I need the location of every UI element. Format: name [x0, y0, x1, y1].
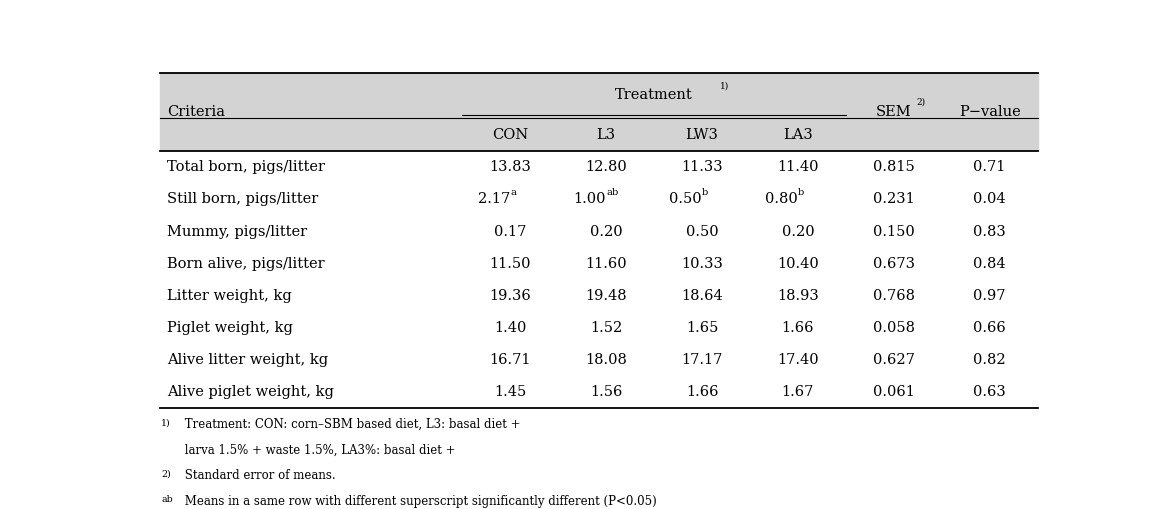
Text: 0.82: 0.82	[973, 353, 1006, 367]
Text: 0.768: 0.768	[872, 289, 915, 303]
Text: Piglet weight, kg: Piglet weight, kg	[167, 321, 293, 335]
Text: SEM: SEM	[876, 105, 911, 119]
Text: 10.40: 10.40	[777, 257, 819, 271]
Text: 2.17: 2.17	[478, 192, 510, 207]
Text: Mummy, pigs/litter: Mummy, pigs/litter	[167, 224, 307, 239]
Text: 16.71: 16.71	[489, 353, 531, 367]
Text: 12.80: 12.80	[585, 160, 627, 174]
Text: larva 1.5% + waste 1.5%, LA3%: basal diet +: larva 1.5% + waste 1.5%, LA3%: basal die…	[181, 444, 459, 457]
Text: 18.64: 18.64	[681, 289, 723, 303]
Text: 11.40: 11.40	[777, 160, 819, 174]
Text: 1.65: 1.65	[686, 321, 718, 335]
Text: 11.50: 11.50	[489, 257, 531, 271]
Text: b: b	[702, 188, 708, 197]
Text: 0.50: 0.50	[686, 224, 718, 239]
Text: Standard error of means.: Standard error of means.	[181, 469, 336, 482]
Text: Means in a same row with different superscript significantly different (P<0.05): Means in a same row with different super…	[181, 495, 658, 507]
Bar	[160, 376, 1037, 408]
Bar	[160, 344, 1037, 376]
Text: 1.56: 1.56	[590, 385, 623, 399]
Text: 1.66: 1.66	[781, 321, 814, 335]
Text: 0.150: 0.150	[872, 224, 915, 239]
Bar	[160, 280, 1037, 312]
Bar	[160, 312, 1037, 344]
Text: Alive litter weight, kg: Alive litter weight, kg	[167, 353, 328, 367]
Text: 0.627: 0.627	[872, 353, 915, 367]
Bar	[160, 73, 1037, 118]
Text: Born alive, pigs/litter: Born alive, pigs/litter	[167, 257, 325, 271]
Text: Treatment: Treatment	[616, 89, 693, 102]
Text: Treatment: CON: corn–SBM based diet, L3: basal diet +: Treatment: CON: corn–SBM based diet, L3:…	[181, 418, 524, 431]
Text: 1): 1)	[721, 81, 730, 90]
Text: Still born, pigs/litter: Still born, pigs/litter	[167, 192, 318, 207]
Text: 10.33: 10.33	[681, 257, 723, 271]
Text: 1.40: 1.40	[494, 321, 527, 335]
Text: 0.50: 0.50	[669, 192, 702, 207]
Text: LA3: LA3	[783, 128, 813, 142]
Text: 0.061: 0.061	[872, 385, 915, 399]
Text: b: b	[798, 188, 805, 197]
Text: P−value: P−value	[959, 105, 1021, 119]
Text: 0.20: 0.20	[781, 224, 814, 239]
Text: Total born, pigs/litter: Total born, pigs/litter	[167, 160, 325, 174]
Text: 2): 2)	[161, 469, 172, 478]
Text: 1): 1)	[161, 418, 172, 427]
Text: Litter weight, kg: Litter weight, kg	[167, 289, 292, 303]
Text: CON: CON	[492, 128, 528, 142]
Text: 2): 2)	[917, 98, 925, 107]
Text: 18.08: 18.08	[585, 353, 627, 367]
Text: Alive piglet weight, kg: Alive piglet weight, kg	[167, 385, 334, 399]
Text: 17.40: 17.40	[777, 353, 819, 367]
Text: 0.80: 0.80	[765, 192, 798, 207]
Text: 0.83: 0.83	[973, 224, 1006, 239]
Text: 0.231: 0.231	[872, 192, 915, 207]
Text: 0.63: 0.63	[973, 385, 1006, 399]
Text: 0.058: 0.058	[872, 321, 915, 335]
Text: 1.52: 1.52	[590, 321, 623, 335]
Text: 1.67: 1.67	[781, 385, 814, 399]
Text: 0.97: 0.97	[973, 289, 1006, 303]
Text: 1.00: 1.00	[573, 192, 606, 207]
Text: 1.45: 1.45	[494, 385, 527, 399]
Text: 13.83: 13.83	[489, 160, 531, 174]
Text: 0.673: 0.673	[872, 257, 915, 271]
Text: 1.66: 1.66	[686, 385, 718, 399]
Text: 0.815: 0.815	[872, 160, 915, 174]
Bar	[160, 215, 1037, 248]
Text: 0.71: 0.71	[973, 160, 1006, 174]
Bar	[160, 118, 1037, 151]
Text: 19.36: 19.36	[489, 289, 531, 303]
Text: 0.20: 0.20	[590, 224, 623, 239]
Text: 19.48: 19.48	[585, 289, 627, 303]
Text: ab: ab	[606, 188, 618, 197]
Bar	[160, 248, 1037, 280]
Text: 11.33: 11.33	[681, 160, 723, 174]
Text: Criteria: Criteria	[167, 105, 224, 119]
Text: 0.84: 0.84	[973, 257, 1006, 271]
Text: 0.04: 0.04	[973, 192, 1006, 207]
Text: ab: ab	[161, 495, 173, 503]
Bar	[160, 151, 1037, 183]
Bar	[160, 183, 1037, 215]
Text: 0.66: 0.66	[973, 321, 1006, 335]
Text: 0.17: 0.17	[494, 224, 527, 239]
Text: 17.17: 17.17	[681, 353, 723, 367]
Text: L3: L3	[597, 128, 616, 142]
Text: 11.60: 11.60	[585, 257, 627, 271]
Text: LW3: LW3	[686, 128, 718, 142]
Text: 18.93: 18.93	[777, 289, 819, 303]
Text: a: a	[510, 188, 516, 197]
